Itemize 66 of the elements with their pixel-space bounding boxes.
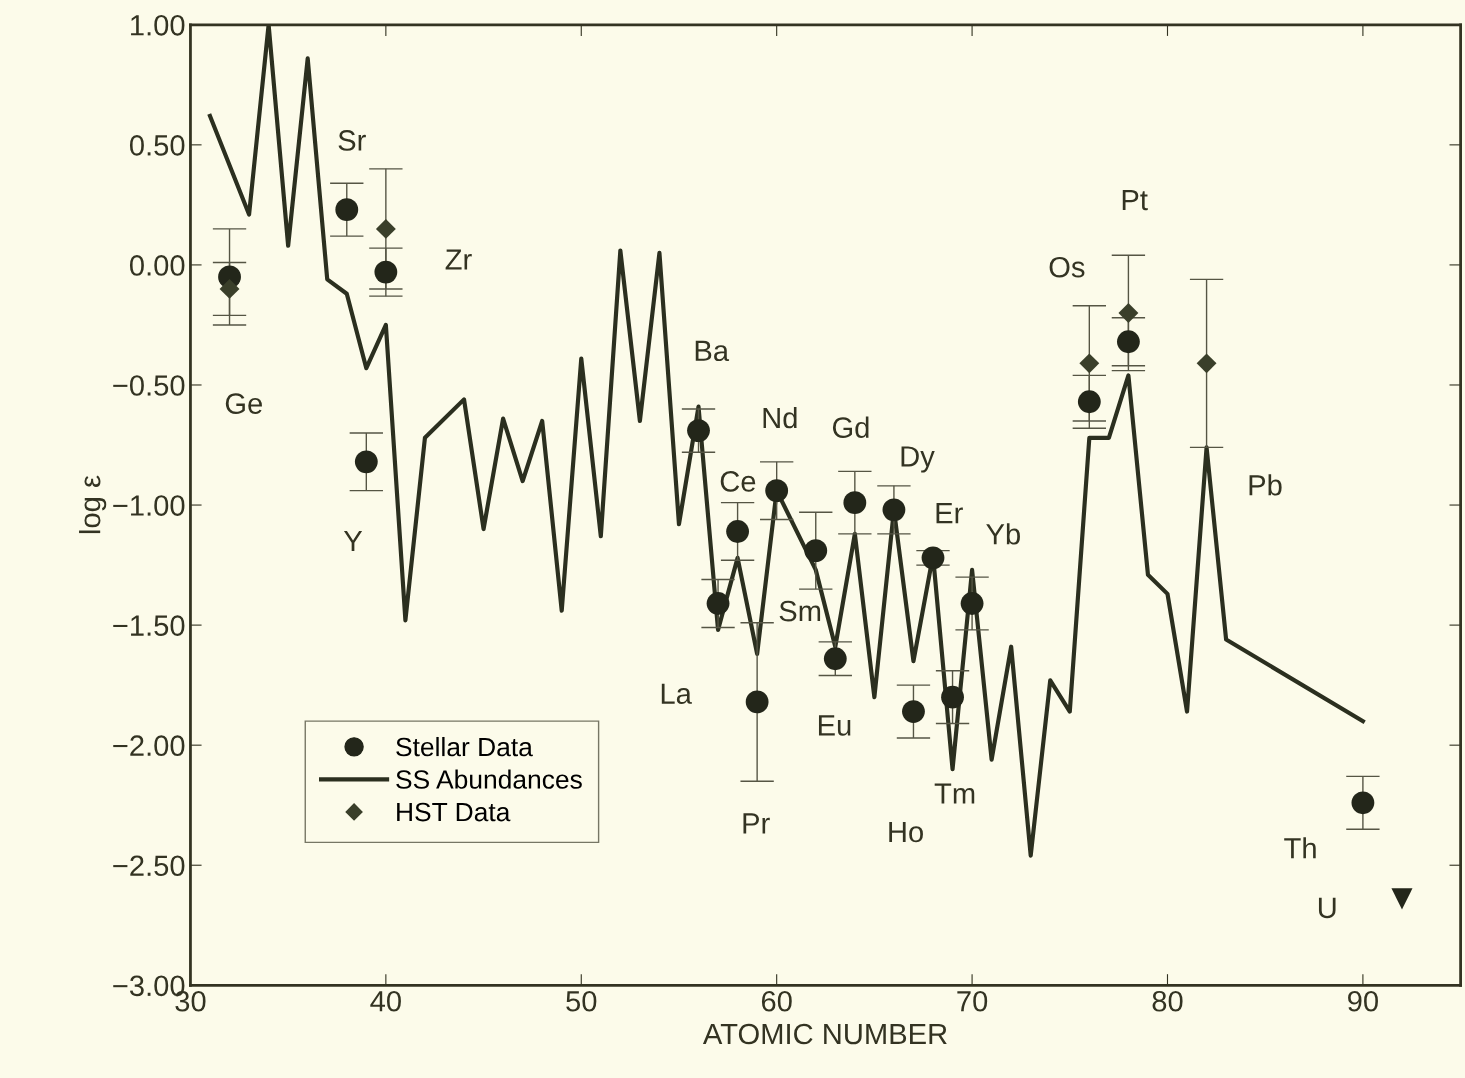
annotation: Tm: [934, 783, 975, 804]
y-tick-label: −1.00: [113, 495, 185, 516]
annotation: Pt: [1122, 189, 1148, 211]
y-tick-label: −2.50: [113, 855, 185, 877]
point: [882, 498, 906, 522]
annotation: Th: [1284, 837, 1316, 859]
point: [354, 450, 378, 474]
y-tick-label: −0.50: [113, 375, 185, 396]
annotation: Sm: [779, 600, 821, 622]
point: [219, 278, 240, 299]
point: [941, 685, 964, 709]
point: [1391, 888, 1413, 910]
point: [960, 592, 984, 615]
point: [765, 479, 789, 503]
annotation: Ba: [695, 340, 730, 362]
y-tick-label: 1.00: [131, 15, 185, 36]
point: [687, 419, 710, 443]
x-axis-title: ATOMIC NUMBER: [702, 1023, 947, 1045]
annotation: La: [661, 683, 692, 705]
legend-label: HST Data: [397, 802, 511, 822]
x-tick-label: 60: [761, 990, 792, 1012]
point: [843, 491, 867, 515]
annotation: Ho: [889, 821, 923, 843]
annotation: Pb: [1249, 474, 1282, 496]
annotation: Y: [343, 530, 363, 552]
point: [375, 218, 396, 239]
point: [1196, 353, 1217, 374]
point: [745, 690, 769, 714]
annotation: Nd: [763, 406, 797, 429]
y-tick-label: −1.50: [113, 615, 185, 636]
point: [1118, 303, 1139, 323]
annotation: Pr: [743, 813, 770, 834]
x-tick-label: 70: [957, 990, 988, 1012]
point: [902, 700, 925, 723]
point: [1116, 330, 1140, 354]
x-tick-label: 90: [1348, 990, 1378, 1012]
point: [1077, 390, 1101, 414]
x-tick-label: 40: [370, 990, 401, 1012]
annotation: Dy: [901, 446, 935, 473]
point: [726, 520, 750, 543]
point: [1079, 353, 1100, 374]
legend-label: Stellar Data: [396, 736, 533, 757]
y-axis-title: log ε: [79, 475, 107, 534]
point: [335, 198, 359, 222]
annotation: Ce: [720, 471, 756, 492]
annotation: U: [1318, 897, 1336, 919]
point: [1351, 791, 1375, 815]
annotation: Er: [936, 503, 963, 524]
legend-label: SS Abundances: [396, 769, 582, 789]
point: [921, 546, 945, 570]
y-tick-label: 0.50: [129, 135, 185, 156]
annotation: Gd: [832, 416, 869, 438]
annotation: Zr: [445, 249, 472, 270]
annotation: Eu: [818, 715, 851, 736]
x-tick-label: 50: [566, 990, 597, 1012]
point: [823, 647, 847, 671]
annotation: Ge: [225, 393, 262, 414]
annotation: Sr: [338, 130, 366, 151]
x-tick-label: 80: [1152, 990, 1183, 1012]
point: [706, 592, 730, 615]
y-tick-label: −2.00: [113, 735, 185, 757]
point: [374, 260, 398, 284]
point: [804, 539, 828, 563]
annotation: Yb: [986, 523, 1020, 545]
annotation: Os: [1049, 256, 1085, 278]
y-tick-label: 0.00: [129, 255, 185, 276]
